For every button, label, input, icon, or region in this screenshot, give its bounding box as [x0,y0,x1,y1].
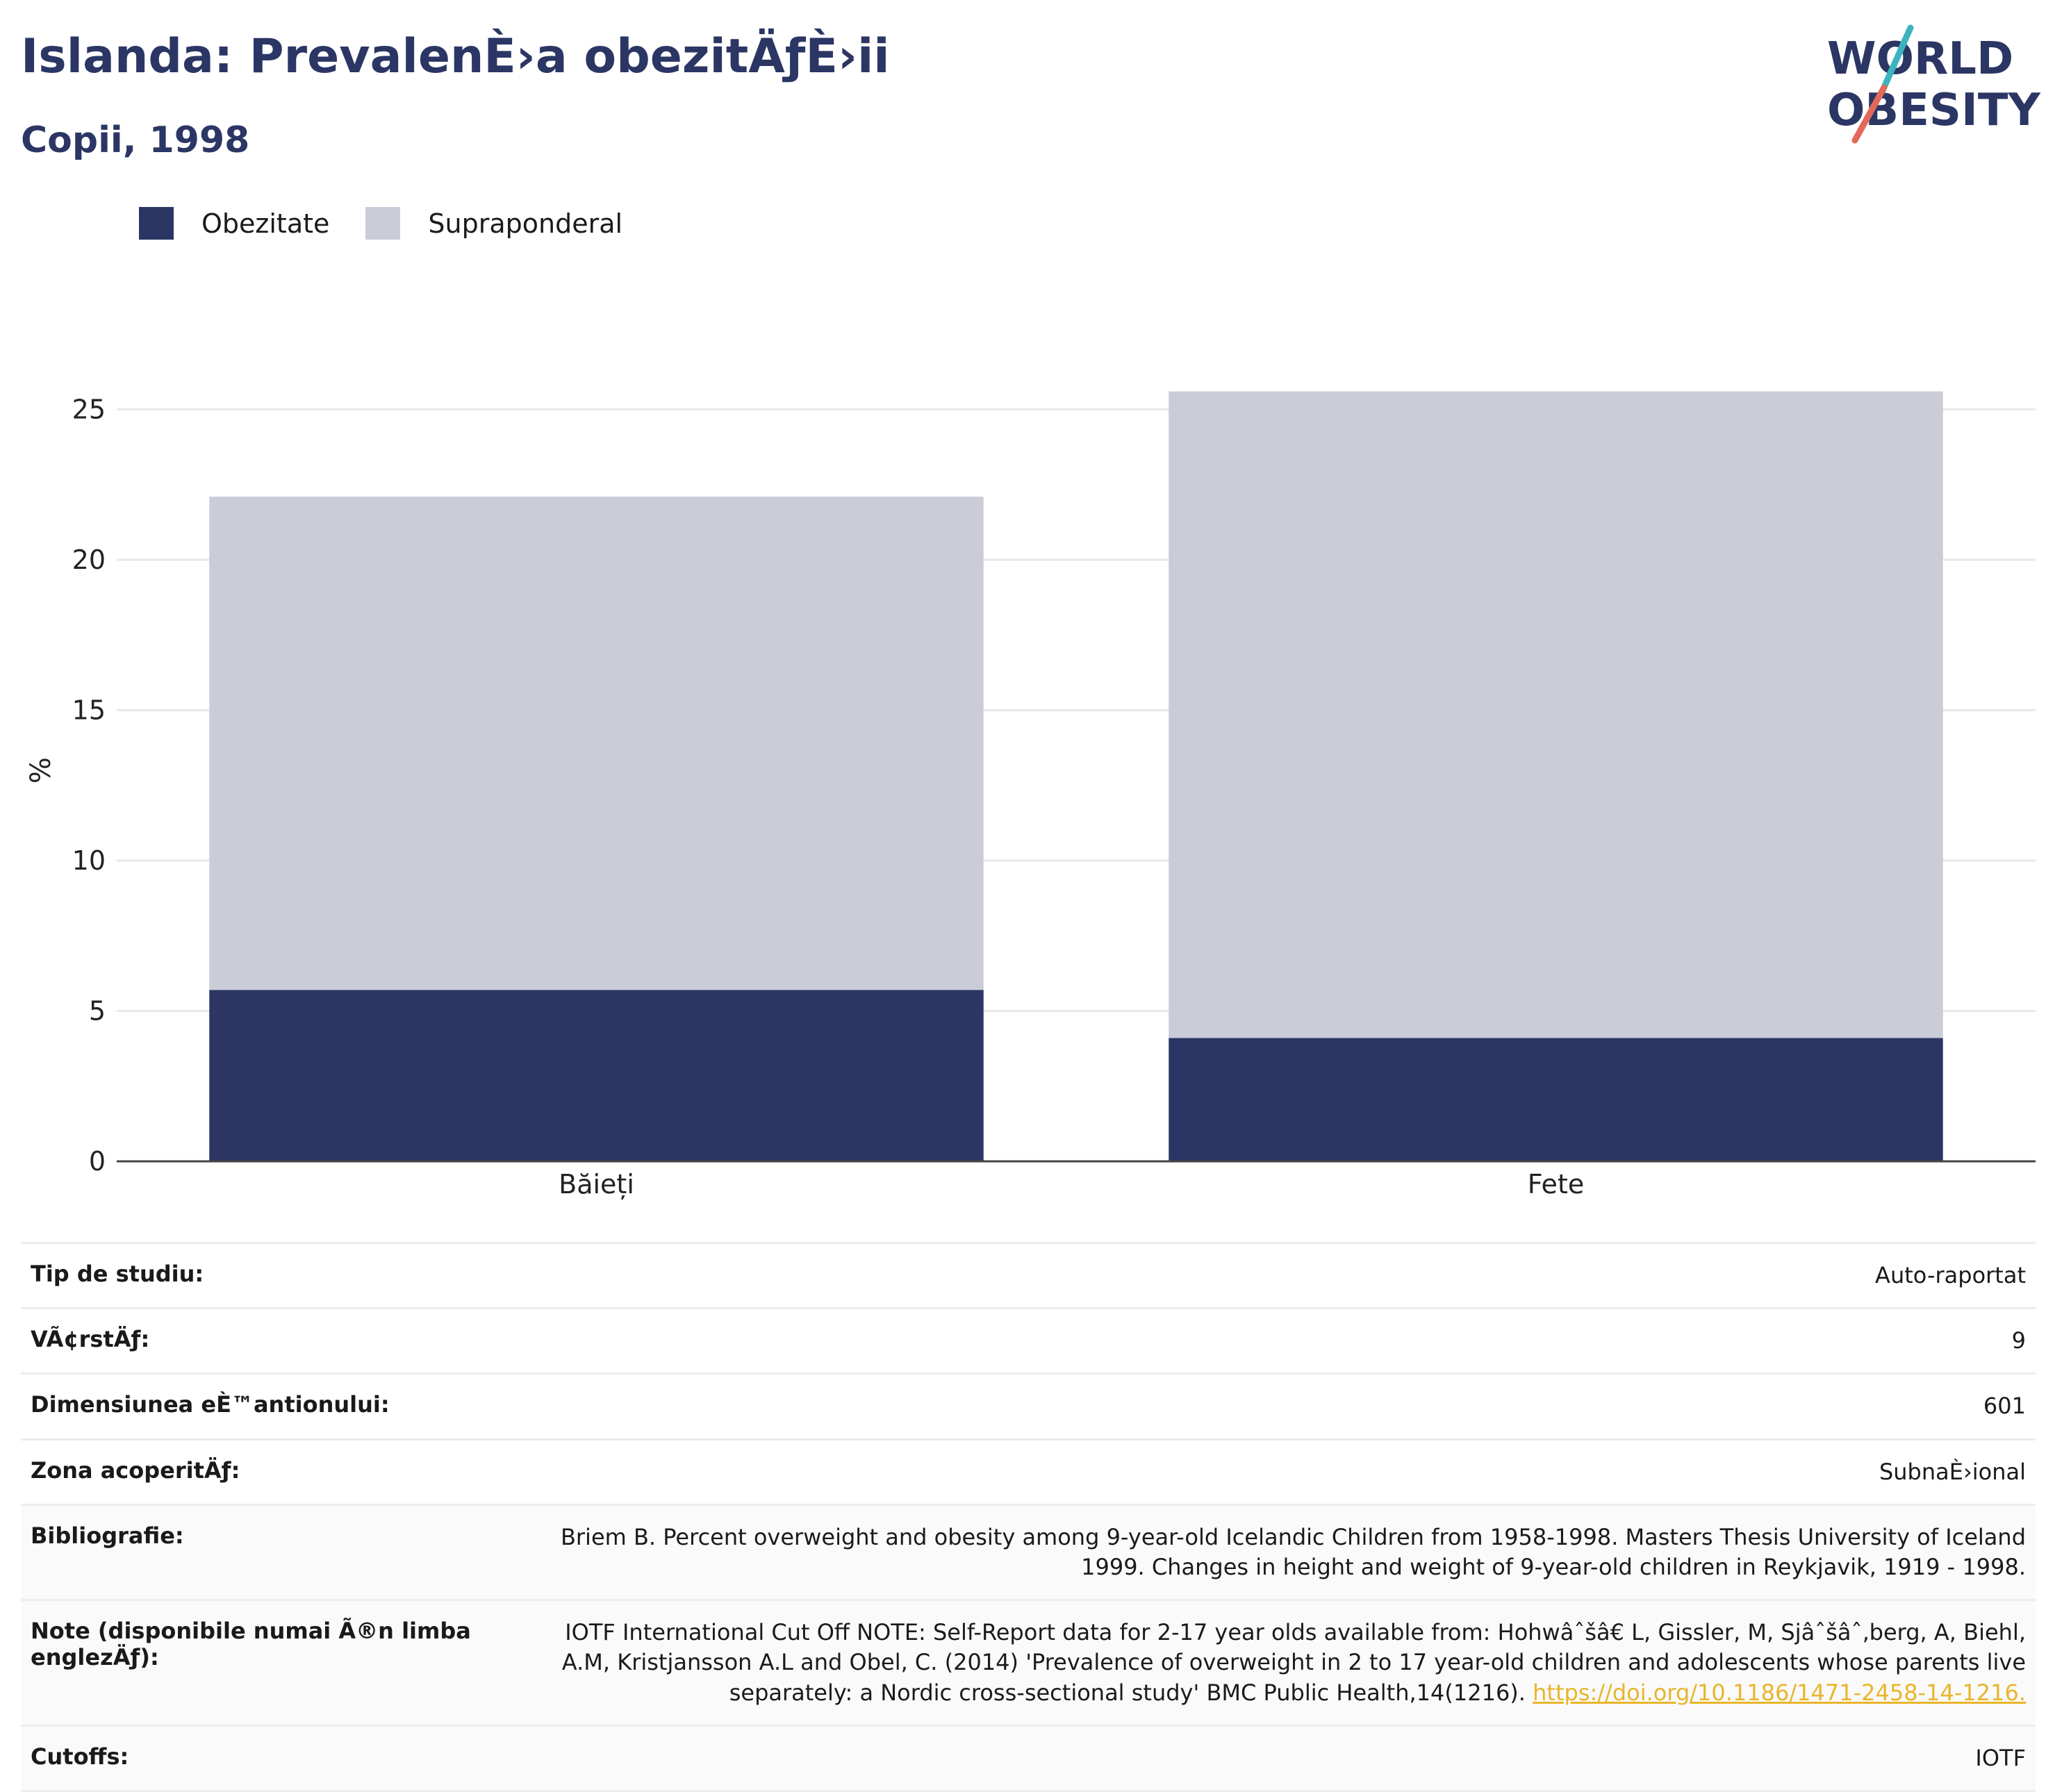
info-row: Tip de studiu: Auto-raportat [21,1241,2036,1309]
info-value-text: 9 [2011,1327,2026,1354]
info-value: 601 [540,1372,2036,1440]
bar-supraponderal-1 [1169,391,1943,1038]
info-value: IOTF [540,1724,2036,1792]
info-value-text: IOTF [1975,1744,2026,1771]
info-value: IOTF International Cut Off NOTE: Self-Re… [540,1599,2036,1726]
info-value-text: 601 [1983,1393,2026,1420]
info-value-text: SubnaÈ›ional [1879,1458,2026,1485]
info-row: Dimensiunea eÈ™antionului: 601 [21,1372,2036,1440]
y-tick-label-5: 5 [89,996,106,1027]
bar-supraponderal-0 [209,497,984,990]
info-label: VÃ¢rstÄƒ: [21,1307,540,1374]
y-tick-label-25: 25 [72,395,106,425]
y-tick-label-20: 20 [72,545,106,575]
info-label: Dimensiunea eÈ™antionului: [21,1372,540,1440]
info-row: Bibliografie: Briem B. Percent overweight… [21,1503,2036,1600]
info-row: VÃ¢rstÄƒ: 9 [21,1307,2036,1374]
info-value: Briem B. Percent overweight and obesity … [540,1503,2036,1600]
logo-word-world: WORLD [1827,33,2013,85]
info-label: Bibliografie: [21,1503,540,1600]
y-tick-label-15: 15 [72,695,106,726]
info-label: Note (disponibile numai Ã®n limba englez… [21,1599,540,1726]
legend-item-obezitate[interactable]: Obezitate [139,207,329,240]
info-row: Note (disponibile numai Ã®n limba englez… [21,1599,2036,1726]
info-value: SubnaÈ›ional [540,1438,2036,1505]
chart-legend: Obezitate Supraponderal [139,207,659,240]
page-title: Islanda: PrevalenÈ›a obezitÄƒÈ›ii [21,29,890,84]
info-value: Auto-raportat [540,1241,2036,1309]
page-subtitle: Copii, 1998 [21,119,250,161]
bar-obezitate-0 [209,990,984,1161]
y-axis-title: % [25,757,57,783]
info-row: Cutoffs: IOTF [21,1724,2036,1792]
y-tick-label-0: 0 [89,1146,106,1177]
info-value: 9 [540,1307,2036,1374]
stacked-bar-chart: 0 5 10 15 20 25% Băieți Fete [25,391,2036,1200]
doi-link[interactable]: https://doi.org/10.1186/1471-2458-14-121… [1533,1679,2026,1706]
world-obesity-logo[interactable]: WORLD OBESITY [1806,21,2042,146]
legend-swatch-obezitate [139,207,174,240]
info-row: Zona acoperitÄƒ: SubnaÈ›ional [21,1438,2036,1505]
legend-label-supraponderal: Supraponderal [428,208,623,239]
info-label: Cutoffs: [21,1724,540,1792]
logo-slash-teal [1879,24,1914,94]
info-value-text: Auto-raportat [1875,1262,2026,1288]
logo-slash-red [1851,84,1888,144]
info-value-text: IOTF International Cut Off NOTE: Self-Re… [561,1619,2026,1706]
info-label: Zona acoperitÄƒ: [21,1438,540,1505]
bar-obezitate-1 [1169,1038,1943,1161]
legend-item-supraponderal[interactable]: Supraponderal [365,207,622,240]
info-label: Tip de studiu: [21,1241,540,1309]
x-tick-label-0: Băieți [559,1169,634,1200]
info-value-text: Briem B. Percent overweight and obesity … [560,1523,2026,1580]
legend-label-obezitate: Obezitate [201,208,330,239]
y-tick-label-10: 10 [72,845,106,876]
study-info-table: Tip de studiu: Auto-raportat VÃ¢rstÄƒ: 9 Dim… [21,1241,2036,1792]
legend-swatch-supraponderal [365,207,401,240]
x-tick-label-1: Fete [1528,1169,1584,1200]
